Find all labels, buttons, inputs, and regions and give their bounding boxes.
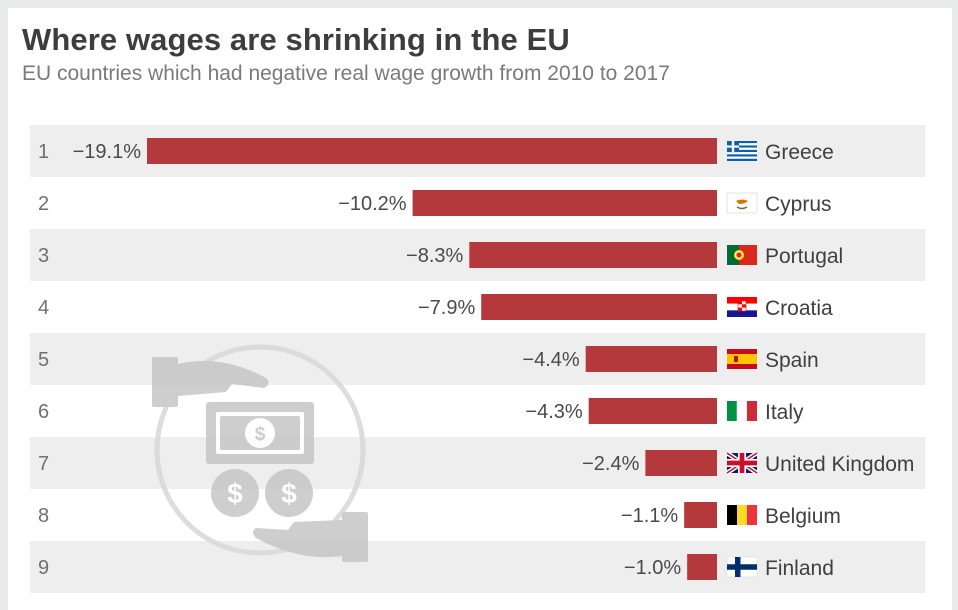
value-label: −19.1% xyxy=(73,141,142,163)
chart-row: 3 −8.3% Portugal xyxy=(38,242,843,268)
country-label: United Kingdom xyxy=(765,453,914,476)
finland-flag-icon xyxy=(726,556,758,578)
chart-row: 6 −4.3% Italy xyxy=(38,398,804,424)
rank-label: 8 xyxy=(38,505,49,527)
uk-flag-icon xyxy=(725,451,759,475)
svg-text:$: $ xyxy=(255,424,266,445)
rank-label: 4 xyxy=(38,297,49,319)
value-label: −4.3% xyxy=(525,401,582,423)
bar xyxy=(588,398,717,424)
value-label: −10.2% xyxy=(338,193,407,215)
italy-flag-icon xyxy=(727,400,757,422)
value-label: −2.4% xyxy=(582,453,639,475)
bar xyxy=(585,346,717,372)
bar xyxy=(684,502,717,528)
rank-label: 1 xyxy=(38,141,49,163)
chart-row: 4 −7.9% Croatia xyxy=(38,294,833,320)
value-label: −1.1% xyxy=(621,505,678,527)
bar xyxy=(469,242,717,268)
bar xyxy=(645,450,717,476)
chart-title: Where wages are shrinking in the EU xyxy=(22,22,570,57)
rank-label: 7 xyxy=(38,453,49,475)
rank-label: 5 xyxy=(38,349,49,371)
country-label: Belgium xyxy=(765,505,841,528)
chart-row: 2 −10.2% Cyprus xyxy=(38,190,832,216)
rank-label: 3 xyxy=(38,245,49,267)
row-bands xyxy=(30,125,925,593)
country-label: Italy xyxy=(765,401,804,424)
chart-row: 5 −4.4% Spain xyxy=(38,346,819,372)
portugal-flag-icon xyxy=(727,245,757,265)
value-label: −4.4% xyxy=(522,349,579,371)
country-label: Portugal xyxy=(765,245,843,268)
svg-text:$: $ xyxy=(227,478,243,509)
bar xyxy=(147,138,717,164)
chart-card xyxy=(8,8,952,610)
spain-flag-icon xyxy=(727,349,757,369)
money-hands-icon: $ $ $ xyxy=(152,344,368,562)
value-label: −7.9% xyxy=(418,297,475,319)
country-label: Greece xyxy=(765,141,834,164)
rank-label: 9 xyxy=(38,557,49,579)
chart-row: 7 −2.4% United Kingdom xyxy=(38,450,914,476)
value-label: −1.0% xyxy=(624,557,681,579)
chart-subtitle: EU countries which had negative real wag… xyxy=(22,62,670,85)
row-band xyxy=(30,541,925,593)
country-label: Finland xyxy=(765,557,834,580)
country-label: Cyprus xyxy=(765,193,832,216)
bar xyxy=(412,190,717,216)
bar xyxy=(687,554,717,580)
value-label: −8.3% xyxy=(406,245,463,267)
croatia-flag-icon xyxy=(727,297,757,317)
svg-text:$: $ xyxy=(281,478,297,509)
belgium-flag-icon xyxy=(727,505,757,525)
bar xyxy=(481,294,717,320)
chart-rows: 1 −19.1% Greece 2 −10.2% Cyprus 3 −8.3% Portugal… xyxy=(38,138,914,580)
chart-row: 9 −1.0% Finland xyxy=(38,554,834,580)
country-label: Spain xyxy=(765,349,819,372)
cyprus-flag-icon xyxy=(726,192,758,214)
country-label: Croatia xyxy=(765,297,833,320)
row-band xyxy=(30,437,925,489)
rank-label: 6 xyxy=(38,401,49,423)
greece-flag-icon xyxy=(727,141,757,161)
chart-row: 1 −19.1% Greece xyxy=(38,138,834,164)
chart-row: 8 −1.1% Belgium xyxy=(38,502,841,528)
rank-label: 2 xyxy=(38,193,49,215)
